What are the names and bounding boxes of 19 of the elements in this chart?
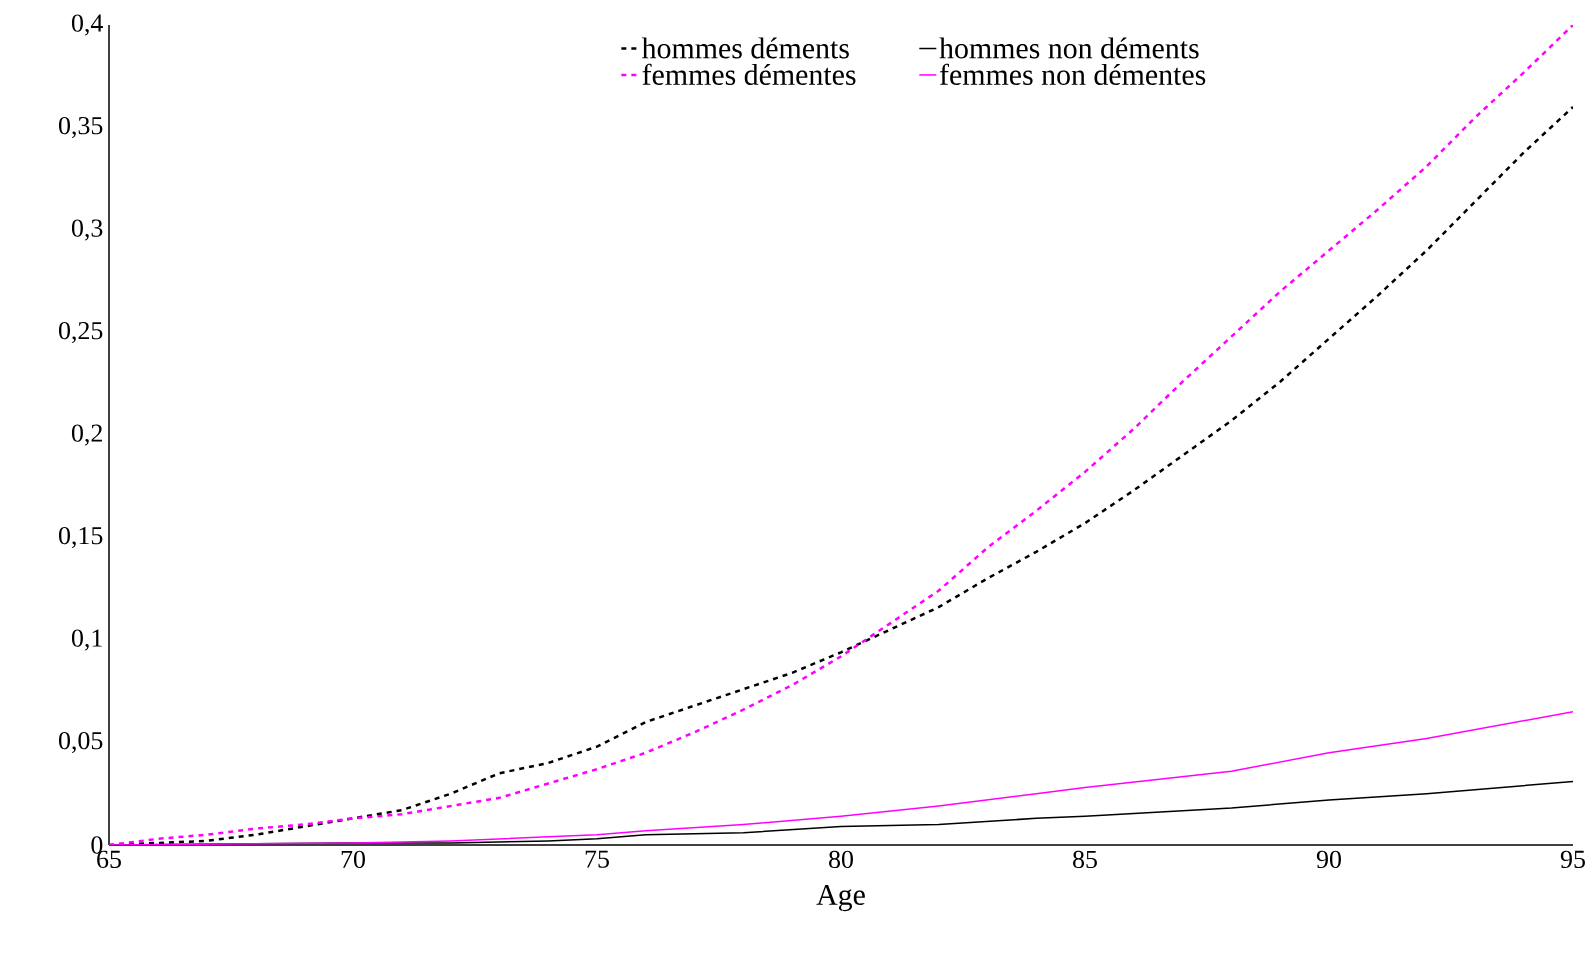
legend-label: femmes démentes xyxy=(642,63,856,85)
y-tick-label: 0,3 xyxy=(71,219,103,241)
y-tick-label: 0,15 xyxy=(59,526,103,549)
y-tick-label: 0,4 xyxy=(71,14,103,36)
x-tick-label: 85 xyxy=(1073,850,1097,869)
y-tick-label: 0,35 xyxy=(59,116,103,139)
legend-label: femmes non démentes xyxy=(939,63,1206,85)
legend-label: hommes déments xyxy=(641,37,849,59)
legend-label: hommes non déments xyxy=(939,37,1199,59)
x-axis-title: Age xyxy=(816,884,865,912)
x-tick-label: 80 xyxy=(829,850,853,869)
y-tick-label: 0,2 xyxy=(71,424,102,446)
y-tick-label: 0,1 xyxy=(71,629,102,651)
y-tick-label: 0,05 xyxy=(59,731,103,754)
x-tick-label: 90 xyxy=(1316,850,1341,869)
x-tick-label: 75 xyxy=(585,850,609,868)
x-tick-label: 70 xyxy=(341,850,365,869)
y-tick-label: 0,25 xyxy=(59,321,103,344)
x-tick-label: 95 xyxy=(1560,850,1585,869)
